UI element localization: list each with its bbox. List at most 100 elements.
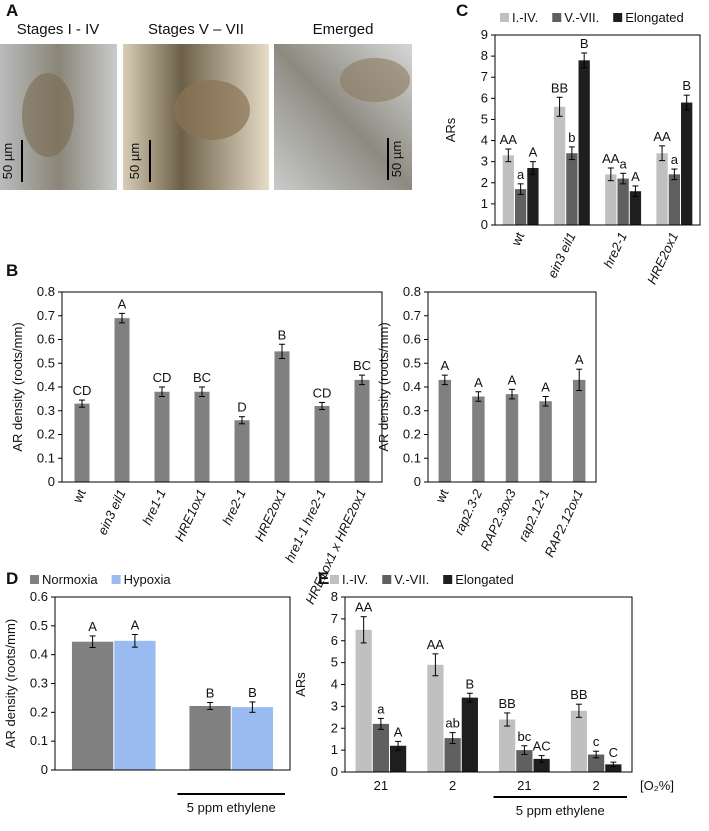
y-tick-label: 1 [331, 742, 338, 757]
bar [502, 155, 514, 225]
bar [566, 153, 578, 225]
bar [74, 403, 90, 482]
y-tick-label: 4 [481, 133, 488, 148]
significance-letter: AA [602, 151, 620, 166]
legend-swatch [382, 575, 392, 584]
panel-letter: E [318, 569, 329, 588]
bar [444, 738, 461, 772]
bar [605, 764, 622, 772]
significance-letter: A [131, 617, 140, 632]
significance-letter: A [541, 380, 550, 395]
legend-swatch [330, 575, 339, 584]
image-label: Stages V – VII [148, 21, 244, 38]
plot-frame [494, 34, 701, 226]
y-tick-label: 7 [481, 69, 488, 84]
significance-letter: BB [570, 687, 587, 702]
significance-letter: BB [551, 80, 568, 95]
primordium [174, 80, 250, 140]
bar [629, 191, 642, 225]
legend-swatch [500, 13, 509, 22]
y-tick-label: 0 [414, 474, 421, 489]
significance-letter: A [474, 375, 483, 390]
y-tick-label: 0.4 [37, 379, 55, 394]
bar [189, 705, 231, 770]
significance-letter: c [593, 734, 600, 749]
bar [231, 707, 274, 770]
significance-letter: B [248, 685, 257, 700]
x-tick-label: hre2-1 [219, 487, 248, 527]
x-tick-label: wt [432, 487, 452, 506]
x-tick-label: hre1-1 [139, 487, 168, 527]
primordium [340, 58, 410, 102]
bar [668, 174, 681, 225]
significance-letter: AA [653, 129, 671, 144]
legend-label: Elongated [455, 572, 514, 587]
plot-frame [54, 596, 291, 771]
significance-letter: BC [193, 370, 211, 385]
legend-swatch [443, 575, 453, 584]
legend-label: I.-IV. [342, 572, 368, 587]
y-tick-label: 1 [481, 196, 488, 211]
x-tick-label: 2 [449, 778, 456, 793]
bar [71, 641, 114, 770]
y-tick-label: 0.5 [37, 355, 55, 370]
group-label: 5 ppm ethylene [516, 803, 605, 818]
y-tick-label: 0 [48, 474, 55, 489]
panel-letter: C [456, 1, 468, 20]
bar [354, 379, 370, 482]
significance-letter: B [278, 327, 287, 342]
x-tick-label: 21 [517, 778, 531, 793]
significance-letter: CD [153, 370, 172, 385]
y-tick-label: 0 [481, 217, 488, 232]
y-axis-label: AR density (roots/mm) [10, 322, 25, 451]
significance-letter: C [609, 745, 618, 760]
x-axis-label: [O₂%] [640, 778, 674, 793]
primordium [22, 73, 74, 157]
bar [656, 153, 668, 225]
y-axis-label: ARs [293, 672, 308, 697]
bar [553, 106, 566, 225]
y-tick-label: 0.2 [30, 704, 48, 719]
significance-letter: B [682, 78, 691, 93]
y-tick-label: 0.7 [403, 308, 421, 323]
significance-letter: B [466, 676, 475, 691]
y-axis-label: ARs [443, 117, 458, 142]
bar [539, 401, 552, 482]
image-label: Emerged [313, 21, 374, 38]
significance-letter: CD [73, 383, 92, 398]
significance-letter: B [206, 686, 215, 701]
x-tick-label: wt [69, 487, 89, 506]
y-tick-label: 0.6 [37, 332, 55, 347]
bar [499, 719, 516, 772]
bar [355, 629, 372, 772]
significance-letter: a [671, 152, 679, 167]
y-tick-label: 4 [331, 677, 338, 692]
x-tick-label: HRE2ox1 [644, 230, 681, 287]
bar [570, 710, 588, 772]
y-axis-label: AR density (roots/mm) [3, 619, 18, 748]
y-tick-label: 5 [481, 111, 488, 126]
significance-letter: B [580, 36, 589, 51]
bar [533, 758, 550, 772]
legend-label: I.-IV. [512, 10, 538, 25]
y-tick-label: 7 [331, 611, 338, 626]
bar [372, 723, 389, 772]
significance-letter: a [517, 167, 525, 182]
panel-letter: B [6, 261, 18, 280]
x-tick-label: rap2.3-2 [451, 486, 485, 537]
significance-letter: A [88, 619, 97, 634]
legend-label: V.-VII. [564, 10, 599, 25]
significance-letter: A [508, 372, 517, 387]
scale-bar-label: 50 µm [0, 143, 15, 179]
group-label: 5 ppm ethylene [187, 800, 276, 815]
scale-bar-label: 50 µm [389, 141, 404, 177]
x-tick-label: hre2-1 [600, 230, 629, 270]
significance-letter: a [620, 156, 628, 171]
significance-letter: AA [355, 600, 373, 615]
significance-letter: D [237, 400, 246, 415]
significance-letter: A [118, 296, 127, 311]
bar [389, 745, 407, 772]
y-tick-label: 0.1 [403, 450, 421, 465]
scale-bar-label: 50 µm [127, 143, 142, 179]
bar [194, 391, 210, 482]
